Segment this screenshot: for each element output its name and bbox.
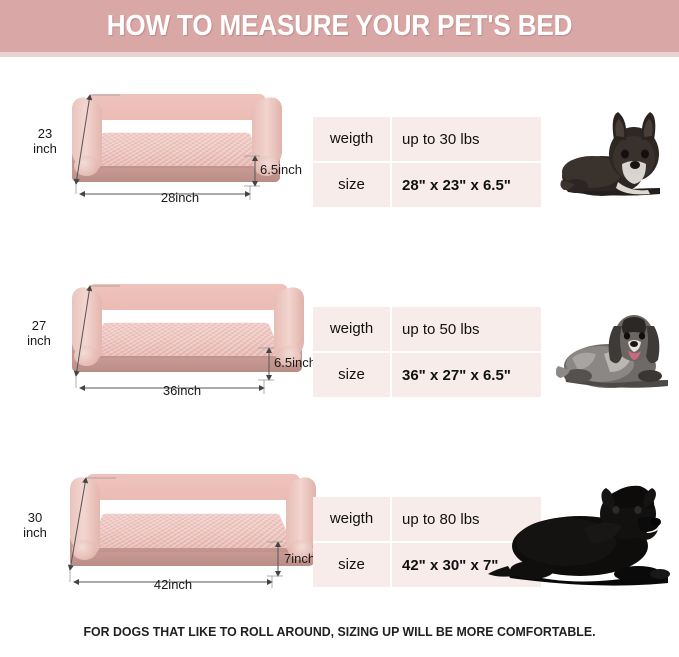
bed-height-unit: inch xyxy=(33,141,57,156)
spec-size-value: 42" x 30" x 7" xyxy=(402,556,499,574)
bed-diagram-small: 23 inch 6.5inch 28inch xyxy=(28,90,302,220)
bed-bolster-back xyxy=(88,94,266,120)
spec-size-key: size xyxy=(313,543,392,587)
table-row: weigth up to 80 lbs xyxy=(313,497,541,543)
size-row-small: 23 inch 6.5inch 28inch weigth up to 30 l… xyxy=(0,62,679,252)
bed-width-label: 28inch xyxy=(160,190,200,205)
spec-weight-key: weigth xyxy=(313,497,392,541)
bed-height-value: 27 xyxy=(31,318,47,333)
spec-size-key: size xyxy=(313,163,392,207)
bed-bolster-right-cap xyxy=(288,540,313,560)
spec-weight-value: up to 30 lbs xyxy=(402,130,480,148)
bed-base-front xyxy=(70,552,314,566)
bed-bolster-right-cap xyxy=(276,346,301,366)
bed-illustration xyxy=(64,470,322,586)
bed-base-front xyxy=(72,358,302,372)
bed-width-label: 42inch xyxy=(153,577,193,592)
bed-height-value: 23 xyxy=(37,126,53,141)
bed-height-label: 23 inch xyxy=(28,126,62,156)
bed-height-unit: inch xyxy=(23,525,47,540)
footer-caption: FOR DOGS THAT LIKE TO ROLL AROUND, SIZIN… xyxy=(83,624,596,639)
spec-table-medium: weigth up to 50 lbs size 36" x 27" x 6.5… xyxy=(313,307,541,397)
spec-weight-value: up to 50 lbs xyxy=(402,320,480,338)
spec-weight-value: up to 80 lbs xyxy=(402,510,480,528)
spec-size-value: 36" x 27" x 6.5" xyxy=(402,366,511,384)
dog-photo-french-bulldog xyxy=(560,112,660,196)
bed-width-label: 36inch xyxy=(162,383,202,398)
header-banner-shadow xyxy=(0,52,679,57)
bed-bolster-back xyxy=(88,284,288,310)
size-row-large: 30 inch 7inch 42inch weigth up to 80 lbs… xyxy=(0,442,679,632)
bed-base-front xyxy=(72,168,280,182)
table-row: size 28" x 23" x 6.5" xyxy=(313,163,541,207)
spec-table-small: weigth up to 30 lbs size 28" x 23" x 6.5… xyxy=(313,117,541,207)
spec-weight-key: weigth xyxy=(313,307,392,351)
table-row: size 42" x 30" x 7" xyxy=(313,543,541,587)
size-row-medium: 27 inch 6.5inch 36inch weigth up to 50 l… xyxy=(0,252,679,442)
dimension-lines xyxy=(67,477,283,588)
dimension-lines xyxy=(73,285,274,394)
dog-photo-black-labrador xyxy=(488,485,670,586)
bed-depth-label: 6.5inch xyxy=(260,162,302,177)
bed-height-value: 30 xyxy=(27,510,43,525)
bed-height-label: 30 inch xyxy=(18,510,52,540)
page-title: HOW TO MEASURE YOUR PET'S BED xyxy=(106,10,573,42)
spec-size-key: size xyxy=(313,353,392,397)
bed-depth-label: 6.5inch xyxy=(274,355,316,370)
spec-size-value: 28" x 23" x 6.5" xyxy=(402,176,511,194)
table-row: weigth up to 50 lbs xyxy=(313,307,541,353)
bed-diagram-medium: 27 inch 6.5inch 36inch xyxy=(22,280,316,410)
bed-bolster-right-cap xyxy=(254,156,279,176)
dimension-lines xyxy=(73,94,260,200)
bed-bolster-back xyxy=(86,474,300,500)
spec-weight-key: weigth xyxy=(313,117,392,161)
bed-depth-label: 7inch xyxy=(284,551,316,566)
dog-photo-cocker-spaniel xyxy=(556,315,668,388)
bed-height-unit: inch xyxy=(27,333,51,348)
bed-height-label: 27 inch xyxy=(22,318,56,348)
table-row: weigth up to 30 lbs xyxy=(313,117,541,163)
table-row: size 36" x 27" x 6.5" xyxy=(313,353,541,397)
bed-diagram-large: 30 inch 7inch 42inch xyxy=(16,470,316,600)
header-banner xyxy=(0,0,679,52)
